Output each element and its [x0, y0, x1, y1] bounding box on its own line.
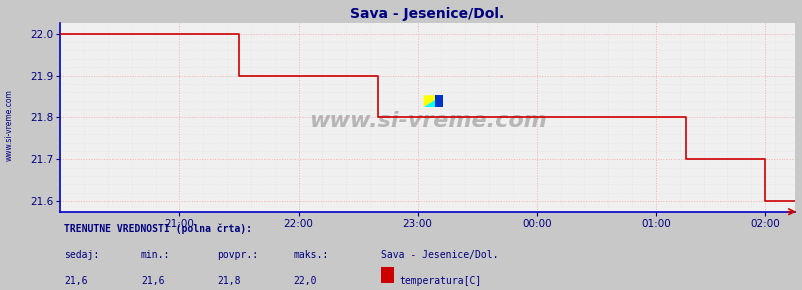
Text: maks.:: maks.:	[293, 250, 328, 260]
Text: Sava - Jesenice/Dol.: Sava - Jesenice/Dol.	[381, 250, 498, 260]
Text: 22,0: 22,0	[293, 276, 317, 286]
Title: Sava - Jesenice/Dol.: Sava - Jesenice/Dol.	[350, 7, 504, 21]
Text: www.si-vreme.com: www.si-vreme.com	[308, 111, 546, 131]
Text: min.:: min.:	[140, 250, 170, 260]
Polygon shape	[423, 95, 443, 107]
Text: TRENUTNE VREDNOSTI (polna črta):: TRENUTNE VREDNOSTI (polna črta):	[64, 224, 252, 234]
Text: www.si-vreme.com: www.si-vreme.com	[5, 89, 14, 161]
Polygon shape	[423, 95, 443, 107]
Text: 21,6: 21,6	[140, 276, 164, 286]
Text: temperatura[C]: temperatura[C]	[399, 276, 480, 286]
Text: povpr.:: povpr.:	[217, 250, 257, 260]
Bar	[434, 95, 443, 107]
Text: 21,6: 21,6	[64, 276, 88, 286]
Text: 21,8: 21,8	[217, 276, 241, 286]
Text: sedaj:: sedaj:	[64, 250, 99, 260]
